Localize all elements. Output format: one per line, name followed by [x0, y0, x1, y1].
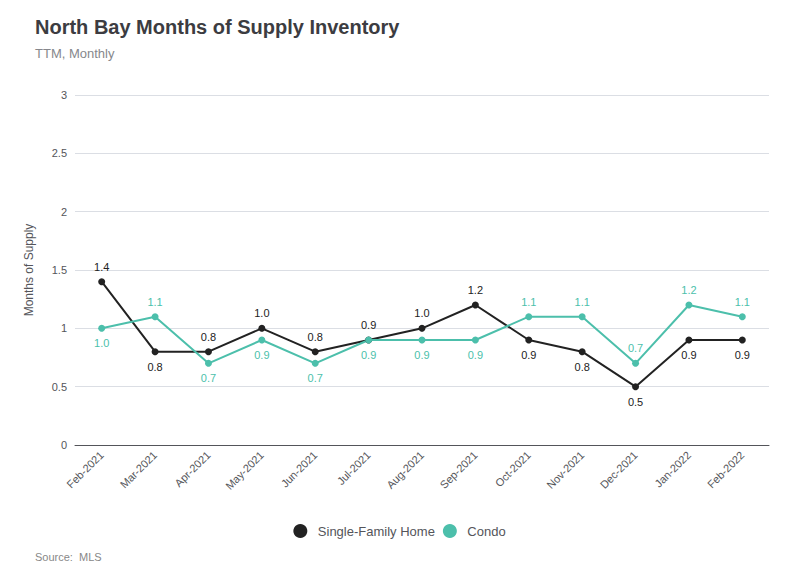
- svg-text:Months of Supply: Months of Supply: [22, 224, 36, 317]
- svg-text:1.1: 1.1: [735, 296, 750, 308]
- svg-text:1.1: 1.1: [575, 296, 590, 308]
- svg-text:1.0: 1.0: [94, 337, 109, 349]
- svg-text:0.9: 0.9: [414, 349, 429, 361]
- svg-text:Mar-2021: Mar-2021: [118, 449, 160, 491]
- svg-text:Jul-2021: Jul-2021: [335, 449, 373, 487]
- svg-text:TTM, Monthly: TTM, Monthly: [35, 46, 115, 61]
- svg-text:0.9: 0.9: [361, 349, 376, 361]
- svg-text:0.8: 0.8: [147, 361, 162, 373]
- svg-text:1.0: 1.0: [414, 307, 429, 319]
- svg-text:0: 0: [61, 439, 67, 451]
- svg-text:0.7: 0.7: [308, 372, 323, 384]
- svg-text:Dec-2021: Dec-2021: [598, 449, 640, 491]
- svg-text:Apr-2021: Apr-2021: [172, 449, 212, 489]
- svg-text:0.5: 0.5: [628, 396, 643, 408]
- svg-text:2: 2: [61, 206, 67, 218]
- svg-text:1: 1: [61, 322, 67, 334]
- svg-text:Feb-2022: Feb-2022: [705, 449, 747, 491]
- svg-text:0.9: 0.9: [361, 319, 376, 331]
- svg-text:1.1: 1.1: [521, 296, 536, 308]
- svg-text:1.1: 1.1: [147, 296, 162, 308]
- svg-text:0.5: 0.5: [52, 381, 67, 393]
- svg-text:1.2: 1.2: [468, 284, 483, 296]
- svg-text:Sep-2021: Sep-2021: [437, 449, 479, 491]
- svg-text:0.8: 0.8: [575, 361, 590, 373]
- svg-text:0.7: 0.7: [201, 372, 216, 384]
- svg-text:Feb-2021: Feb-2021: [64, 449, 106, 491]
- svg-text:1.4: 1.4: [94, 261, 109, 273]
- svg-text:Condo: Condo: [467, 524, 505, 539]
- svg-text:North Bay Months of Supply Inv: North Bay Months of Supply Inventory: [35, 16, 400, 38]
- svg-text:Oct-2021: Oct-2021: [493, 449, 533, 489]
- svg-text:Jan-2022: Jan-2022: [652, 449, 693, 490]
- svg-text:0.9: 0.9: [735, 349, 750, 361]
- svg-text:0.8: 0.8: [201, 331, 216, 343]
- svg-text:1.5: 1.5: [52, 264, 67, 276]
- svg-text:0.7: 0.7: [628, 342, 643, 354]
- svg-text:1.0: 1.0: [254, 307, 269, 319]
- svg-text:2.5: 2.5: [52, 147, 67, 159]
- svg-text:Single-Family Home: Single-Family Home: [318, 524, 435, 539]
- svg-text:May-2021: May-2021: [223, 449, 266, 492]
- svg-text:0.9: 0.9: [254, 349, 269, 361]
- svg-text:0.9: 0.9: [468, 349, 483, 361]
- svg-text:3: 3: [61, 89, 67, 101]
- svg-text:Jun-2021: Jun-2021: [279, 449, 320, 490]
- svg-text:1.2: 1.2: [681, 284, 696, 296]
- svg-text:0.9: 0.9: [681, 349, 696, 361]
- svg-text:Aug-2021: Aug-2021: [384, 449, 426, 491]
- svg-text:Nov-2021: Nov-2021: [544, 449, 586, 491]
- svg-text:0.8: 0.8: [308, 331, 323, 343]
- svg-text:0.9: 0.9: [521, 349, 536, 361]
- svg-text:Source: MLS: Source: MLS: [35, 551, 102, 563]
